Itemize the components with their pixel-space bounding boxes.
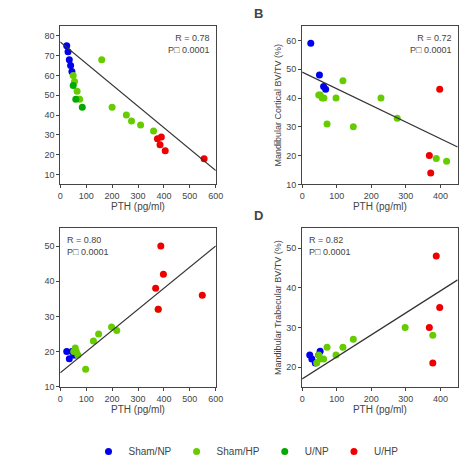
svg-text:50: 50 — [286, 64, 296, 74]
svg-text:100: 100 — [79, 191, 94, 201]
svg-text:400: 400 — [433, 394, 448, 404]
svg-text:40: 40 — [286, 93, 296, 103]
svg-text:PTH (pg/ml): PTH (pg/ml) — [111, 201, 165, 212]
svg-text:30: 30 — [286, 323, 296, 333]
svg-text:Sham/NP: Sham/NP — [129, 446, 172, 457]
svg-text:0: 0 — [58, 191, 63, 201]
svg-text:0: 0 — [300, 191, 305, 201]
svg-text:0: 0 — [300, 394, 305, 404]
svg-text:40: 40 — [286, 283, 296, 293]
svg-text:300: 300 — [130, 394, 145, 404]
svg-text:50: 50 — [286, 243, 296, 253]
svg-text:10: 10 — [286, 180, 296, 190]
svg-text:100: 100 — [79, 394, 94, 404]
svg-text:20: 20 — [286, 151, 296, 161]
svg-text:R = 0.78P□ 0.0001: R = 0.78P□ 0.0001 — [168, 33, 209, 55]
svg-text:600: 600 — [208, 191, 223, 201]
svg-text:200: 200 — [105, 394, 120, 404]
svg-text:40: 40 — [44, 110, 54, 120]
svg-text:0: 0 — [58, 394, 63, 404]
svg-text:60: 60 — [44, 71, 54, 81]
svg-text:100: 100 — [329, 394, 344, 404]
svg-text:400: 400 — [156, 394, 171, 404]
svg-text:R = 0.82P□ 0.0001: R = 0.82P□ 0.0001 — [309, 235, 350, 257]
svg-text:400: 400 — [433, 191, 448, 201]
svg-text:30: 30 — [44, 312, 54, 322]
svg-text:500: 500 — [182, 191, 197, 201]
svg-text:PTH (pg/ml): PTH (pg/ml) — [353, 201, 407, 212]
svg-text:60: 60 — [286, 36, 296, 46]
svg-text:PTH (pg/ml): PTH (pg/ml) — [353, 404, 407, 415]
svg-text:R = 0.80P□ 0.0001: R = 0.80P□ 0.0001 — [67, 235, 108, 257]
svg-text:600: 600 — [208, 394, 223, 404]
svg-text:40: 40 — [44, 276, 54, 286]
svg-text:30: 30 — [286, 122, 296, 132]
svg-text:300: 300 — [398, 394, 413, 404]
svg-text:10: 10 — [44, 170, 54, 180]
svg-text:U/NP: U/NP — [305, 446, 329, 457]
svg-text:200: 200 — [364, 191, 379, 201]
svg-text:500: 500 — [182, 394, 197, 404]
svg-text:Mandibular Trabecular BV/TV (%: Mandibular Trabecular BV/TV (%) — [273, 240, 283, 375]
svg-text:B: B — [254, 6, 263, 21]
svg-text:30: 30 — [44, 130, 54, 140]
svg-text:300: 300 — [398, 191, 413, 201]
svg-text:50: 50 — [44, 241, 54, 251]
svg-text:70: 70 — [44, 51, 54, 61]
svg-text:20: 20 — [44, 347, 54, 357]
svg-text:20: 20 — [286, 362, 296, 372]
svg-text:50: 50 — [44, 90, 54, 100]
svg-text:200: 200 — [105, 191, 120, 201]
svg-text:10: 10 — [44, 382, 54, 392]
svg-text:U/HP: U/HP — [374, 446, 398, 457]
svg-text:Mandibular Cortical BV/TV (%): Mandibular Cortical BV/TV (%) — [273, 44, 283, 167]
svg-text:D: D — [254, 208, 263, 223]
svg-text:400: 400 — [156, 191, 171, 201]
svg-text:R = 0.72P□ 0.0001: R = 0.72P□ 0.0001 — [410, 33, 451, 55]
svg-text:PTH (pg/ml): PTH (pg/ml) — [111, 404, 165, 415]
svg-text:300: 300 — [130, 191, 145, 201]
svg-text:80: 80 — [44, 31, 54, 41]
svg-text:20: 20 — [44, 150, 54, 160]
svg-text:200: 200 — [364, 394, 379, 404]
svg-text:100: 100 — [329, 191, 344, 201]
svg-text:Sham/HP: Sham/HP — [217, 446, 260, 457]
